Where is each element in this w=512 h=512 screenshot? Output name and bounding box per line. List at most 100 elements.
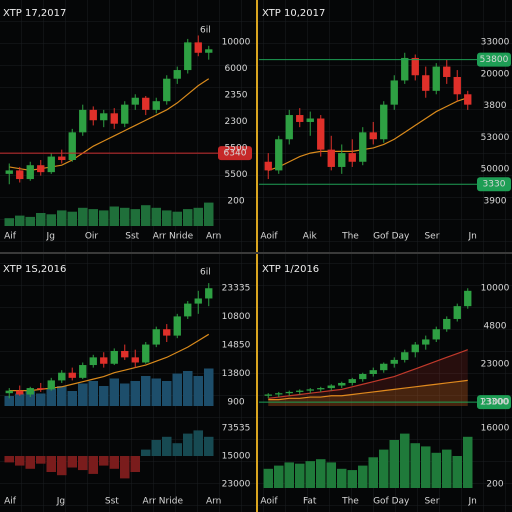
candle-body	[359, 132, 367, 162]
candle-body	[296, 390, 304, 392]
x-label: Sst	[105, 497, 119, 507]
candle-body	[5, 170, 13, 174]
x-label: Arr Nride	[153, 232, 194, 242]
candle-body	[47, 380, 55, 390]
oscillator-bar	[109, 456, 119, 469]
candle-body	[338, 382, 346, 386]
candle-body	[79, 109, 87, 133]
x-label: Jn	[468, 497, 477, 507]
oscillator-bar	[379, 449, 389, 488]
candle-body	[464, 290, 472, 307]
candle-body	[401, 57, 409, 81]
candle-body	[37, 165, 45, 173]
oscillator-bar	[36, 456, 46, 464]
y-label: 5500	[225, 170, 248, 180]
candle-body	[110, 350, 118, 364]
candle-body	[194, 298, 202, 304]
panel-title: XTP 1/2016	[262, 264, 319, 275]
y-label: 10000	[222, 38, 251, 48]
candle-body	[194, 42, 202, 53]
candle-body	[184, 303, 192, 317]
y-label: 14850	[222, 341, 251, 351]
x-label: The	[341, 232, 359, 242]
oscillator-bar	[67, 456, 77, 468]
moving-average	[268, 97, 468, 171]
candle-body	[5, 390, 13, 394]
candle-body	[37, 388, 45, 390]
candle-body	[443, 318, 451, 330]
panel-title: XTP 17,2017	[3, 8, 66, 19]
candle-body	[16, 170, 24, 180]
oscillator-bar	[326, 462, 336, 488]
candle-body	[432, 66, 440, 91]
oscillator-label: 16000	[481, 424, 510, 434]
volume-bar	[109, 206, 119, 226]
y-label: 5500	[225, 144, 248, 154]
candle-body	[131, 97, 139, 105]
oscillator-bar	[183, 433, 193, 456]
candle-body	[121, 104, 129, 124]
volume-bar	[25, 391, 35, 406]
volume-bar	[25, 216, 35, 226]
volume-bar	[36, 393, 46, 406]
candle-body	[152, 101, 160, 110]
volume-bar	[4, 218, 14, 226]
candle-body	[348, 153, 356, 162]
y-label: 2300	[225, 117, 248, 127]
oscillator-bar	[274, 465, 284, 488]
moving-average	[268, 349, 468, 399]
candle-body	[275, 393, 283, 395]
candle-body	[110, 113, 118, 124]
oscillator-bar	[120, 456, 130, 479]
volume-bar	[46, 388, 56, 406]
candle-body	[89, 109, 97, 121]
y-label: 23000	[481, 360, 510, 370]
candle-body	[264, 394, 272, 396]
oscillator-bar	[204, 436, 214, 456]
oscillator-bar	[88, 456, 98, 474]
volume-bar	[88, 209, 98, 226]
y-label: 50000	[481, 165, 510, 175]
candle-body	[359, 374, 367, 380]
volume-bar	[67, 391, 77, 406]
oscillator-bar	[151, 440, 161, 456]
candle-body	[422, 75, 430, 91]
x-label: Aif	[4, 232, 17, 242]
candle-body	[464, 94, 472, 105]
price-tag-label: 13300	[480, 398, 509, 408]
oscillator-bar	[172, 443, 182, 456]
volume-bar	[67, 211, 77, 226]
x-label: Aif	[4, 497, 17, 507]
oscillator-bar	[421, 446, 431, 488]
oscillator-bar	[368, 457, 378, 488]
volume-bar	[141, 376, 151, 406]
oscillator-bar	[305, 461, 315, 488]
candle-body	[142, 97, 150, 110]
x-label: Fat	[303, 497, 317, 507]
oscillator-bar	[15, 456, 25, 466]
candle-body	[296, 115, 304, 122]
oscillator-bar	[57, 456, 67, 476]
y-label: 4800	[484, 322, 507, 332]
volume-bar	[57, 386, 67, 406]
volume-bar	[183, 209, 193, 226]
y-label: 2350	[225, 91, 248, 101]
candle-body	[163, 78, 171, 102]
volume-bar	[99, 386, 109, 406]
volume-bar	[204, 202, 214, 226]
candle-body	[306, 389, 314, 391]
oscillator-bar	[141, 449, 151, 456]
candle-body	[121, 350, 129, 358]
ma-area	[268, 349, 468, 406]
candle-body	[401, 352, 409, 360]
oscillator-bar	[4, 456, 14, 463]
panel-title: XTP 1S,2016	[3, 264, 66, 275]
candle-body	[306, 118, 314, 122]
volume-bar	[88, 381, 98, 406]
oscillator-bar	[130, 456, 140, 472]
candle-body	[422, 339, 430, 345]
price-tag-label: 6340	[224, 149, 247, 159]
y-label: 13800	[222, 369, 251, 379]
candle-body	[348, 379, 356, 383]
volume-bar	[36, 213, 46, 226]
